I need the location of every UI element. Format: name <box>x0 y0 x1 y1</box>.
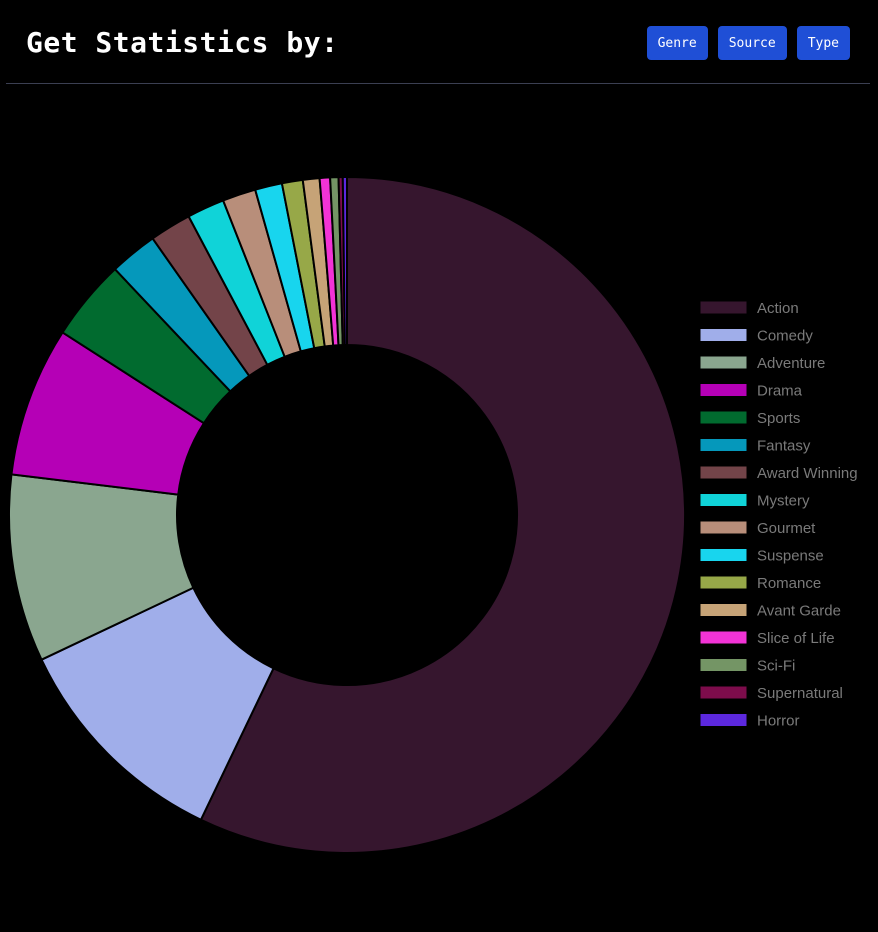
legend-label: Comedy <box>757 328 813 345</box>
legend-item-avant-garde[interactable]: Avant Garde <box>699 603 841 620</box>
legend-item-adventure[interactable]: Adventure <box>699 355 825 372</box>
chart-slices <box>8 175 686 854</box>
legend-item-sports[interactable]: Sports <box>699 410 800 427</box>
legend-item-action[interactable]: Action <box>699 300 799 317</box>
legend-swatch <box>699 328 748 342</box>
legend-label: Sports <box>757 410 800 427</box>
stat-filter-buttons: Genre Source Type <box>646 26 850 60</box>
legend-item-comedy[interactable]: Comedy <box>699 328 813 345</box>
legend-label: Drama <box>757 383 803 400</box>
legend-label: Gourmet <box>757 520 816 537</box>
chart-legend: Action Comedy Adventure Drama Sports Fantasy A… <box>699 300 858 730</box>
legend-swatch <box>699 355 748 370</box>
genre-button[interactable]: Genre <box>646 26 708 60</box>
legend-label: Mystery <box>757 493 810 510</box>
legend-item-mystery[interactable]: Mystery <box>699 493 810 510</box>
header: Get Statistics by: Genre Source Type <box>0 0 878 84</box>
legend-swatch <box>699 713 748 727</box>
legend-swatch <box>699 548 748 562</box>
legend-item-drama[interactable]: Drama <box>699 383 803 400</box>
legend-swatch <box>699 493 748 507</box>
legend-item-suspense[interactable]: Suspense <box>699 548 824 565</box>
legend-swatch <box>699 575 748 590</box>
legend-label: Fantasy <box>757 438 811 455</box>
legend-label: Award Winning <box>757 465 858 482</box>
legend-swatch <box>699 438 748 452</box>
legend-label: Horror <box>757 713 800 730</box>
legend-item-gourmet[interactable]: Gourmet <box>699 520 816 537</box>
page-title: Get Statistics by: <box>26 26 339 59</box>
slice-horror[interactable] <box>341 175 348 347</box>
legend-swatch <box>699 520 748 535</box>
legend-item-fantasy[interactable]: Fantasy <box>699 438 811 455</box>
legend-label: Sci-Fi <box>757 658 795 675</box>
legend-swatch <box>699 383 748 397</box>
legend-swatch <box>699 410 748 425</box>
slice-action[interactable] <box>199 176 686 854</box>
legend-label: Slice of Life <box>757 630 835 647</box>
slice-comedy[interactable] <box>40 586 275 821</box>
header-divider <box>6 83 870 84</box>
legend-swatch <box>699 630 748 645</box>
legend-label: Action <box>757 300 799 317</box>
legend-label: Avant Garde <box>757 603 841 620</box>
legend-item-horror[interactable]: Horror <box>699 713 800 730</box>
legend-item-romance[interactable]: Romance <box>699 575 821 592</box>
legend-item-award-winning[interactable]: Award Winning <box>699 465 858 482</box>
legend-label: Suspense <box>757 548 824 565</box>
source-button[interactable]: Source <box>717 26 787 60</box>
legend-swatch <box>699 603 748 617</box>
legend-swatch <box>699 685 748 700</box>
legend-swatch <box>699 465 748 480</box>
type-button[interactable]: Type <box>796 26 850 60</box>
legend-item-supernatural[interactable]: Supernatural <box>699 685 843 702</box>
legend-label: Supernatural <box>757 685 843 702</box>
legend-label: Adventure <box>757 355 825 372</box>
legend-label: Romance <box>757 575 821 592</box>
legend-item-sci-fi[interactable]: Sci-Fi <box>699 658 795 675</box>
legend-swatch <box>699 300 748 315</box>
legend-item-slice-of-life[interactable]: Slice of Life <box>699 630 835 647</box>
legend-swatch <box>699 658 748 672</box>
